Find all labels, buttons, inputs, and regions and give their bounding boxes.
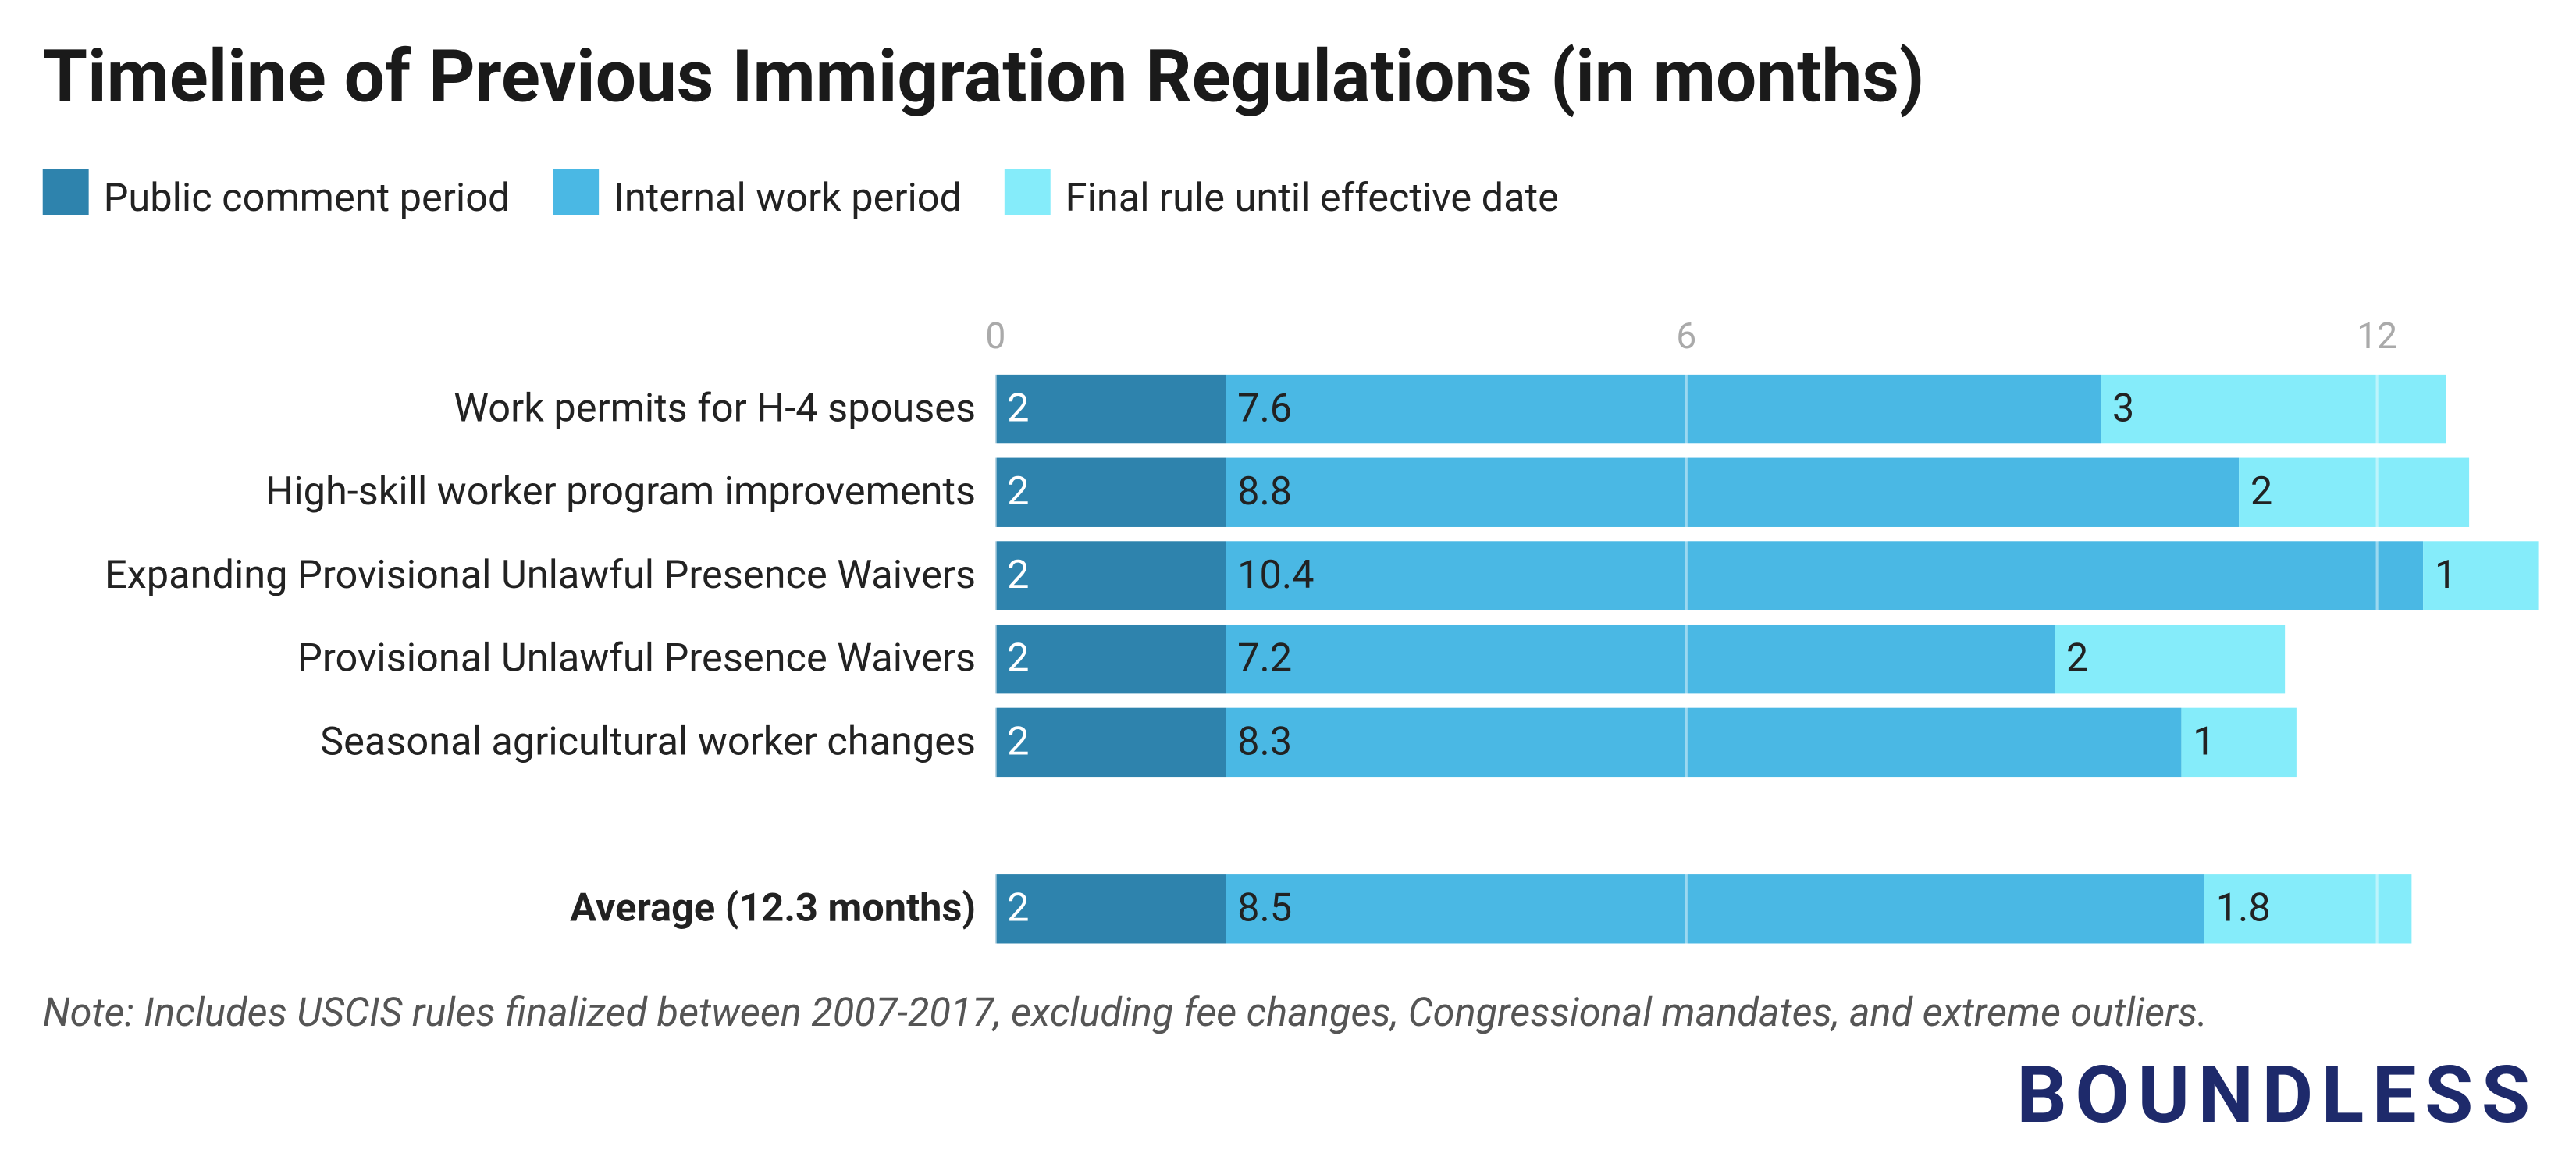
bar-segment xyxy=(2055,624,2286,694)
bar-segment xyxy=(2423,541,2539,610)
bar-segment xyxy=(995,374,1226,444)
value-label: 8.3 xyxy=(1237,718,1292,764)
note: Note: Includes USCIS rules finalized bet… xyxy=(43,990,2208,1036)
value-label: 1 xyxy=(2193,718,2215,764)
value-label: 1.8 xyxy=(2216,885,2271,931)
bar-segment xyxy=(1226,374,2101,444)
value-label: 7.2 xyxy=(1237,635,1292,682)
value-label: 2 xyxy=(1007,552,1029,598)
value-label: 1 xyxy=(2435,552,2457,598)
y-tick-label: Expanding Provisional Unlawful Presence … xyxy=(105,552,976,598)
value-label: 2 xyxy=(1007,885,1029,931)
y-tick-label: Provisional Unlawful Presence Waivers xyxy=(297,635,976,682)
legend-swatch xyxy=(1004,169,1051,215)
bar-segment xyxy=(995,541,1226,610)
y-tick-label: Average (12.3 months) xyxy=(570,885,976,931)
chart-title: Timeline of Previous Immigration Regulat… xyxy=(43,34,1925,119)
bar-segment xyxy=(2239,457,2470,527)
bar-segment xyxy=(1226,541,2424,610)
legend-swatch xyxy=(553,169,600,215)
bar-segment xyxy=(995,707,1226,778)
bar-segment xyxy=(995,874,1226,944)
bar-segment xyxy=(1226,457,2240,527)
value-label: 8.8 xyxy=(1237,468,1292,514)
y-tick-label: High-skill worker program improvements xyxy=(265,468,976,514)
value-label: 2 xyxy=(1007,635,1029,682)
value-label: 3 xyxy=(2112,386,2134,432)
value-label: 8.5 xyxy=(1237,885,1292,931)
bar-segment xyxy=(995,457,1226,527)
bar-segment xyxy=(2204,874,2412,944)
value-label: 2 xyxy=(2250,468,2272,514)
logo: BOUNDLESS xyxy=(2016,1048,2538,1141)
bar-segment xyxy=(1226,707,2182,778)
value-label: 7.6 xyxy=(1237,386,1292,432)
y-tick-label: Work permits for H-4 spouses xyxy=(454,386,976,432)
bar-segment xyxy=(2181,707,2297,778)
x-tick-label: 12 xyxy=(2357,315,2397,358)
value-label: 2 xyxy=(1007,718,1029,764)
bar-segment xyxy=(1226,874,2204,944)
legend-label: Public comment period xyxy=(104,175,511,221)
bar-segment xyxy=(995,624,1226,694)
value-label: 2 xyxy=(1007,468,1029,514)
bar-segment xyxy=(1226,624,2055,694)
x-tick-label: 0 xyxy=(985,315,1005,358)
legend-label: Final rule until effective date xyxy=(1066,175,1559,221)
bar-segment xyxy=(2101,374,2446,444)
value-label: 10.4 xyxy=(1237,552,1314,598)
x-tick-label: 6 xyxy=(1676,315,1696,358)
legend-swatch xyxy=(42,169,89,215)
value-label: 2 xyxy=(2066,635,2088,682)
legend-label: Internal work period xyxy=(614,175,962,221)
y-tick-label: Seasonal agricultural worker changes xyxy=(320,718,976,764)
value-label: 2 xyxy=(1007,386,1029,432)
